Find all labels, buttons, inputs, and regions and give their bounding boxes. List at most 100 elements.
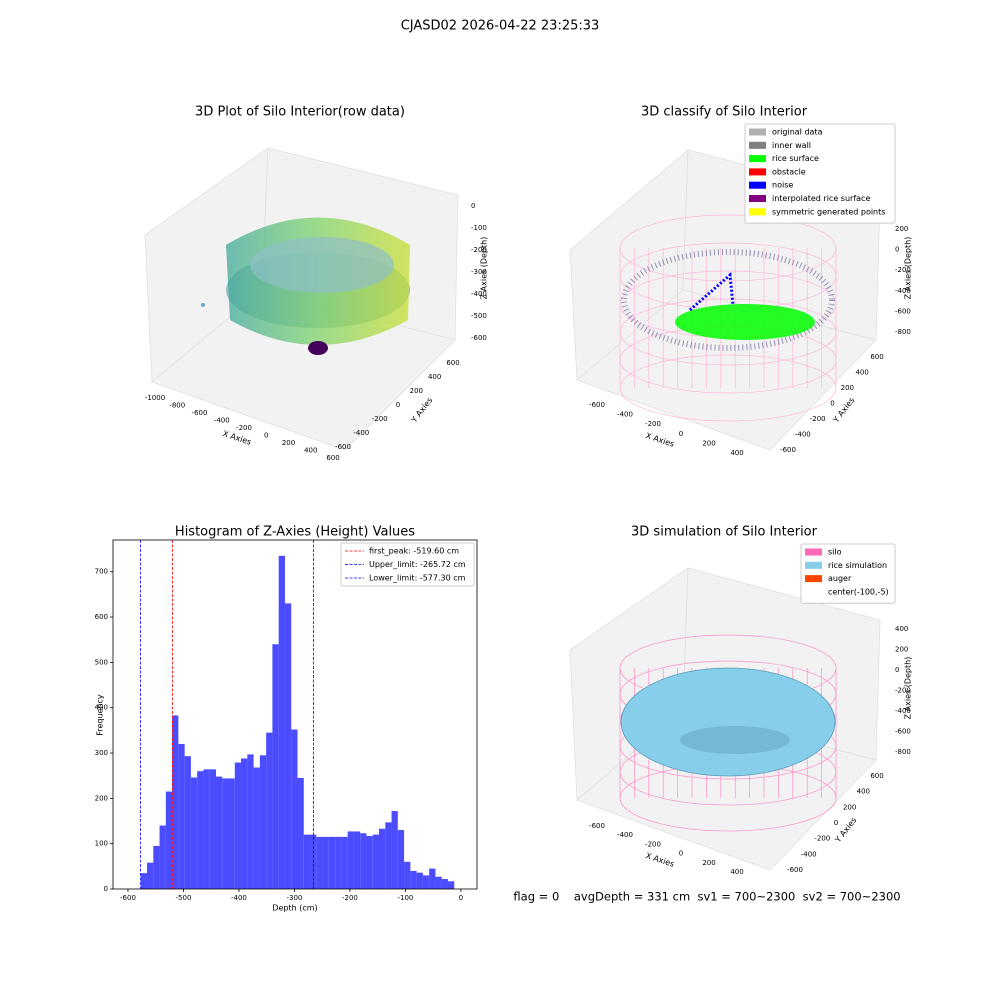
x-tick-label: -400 (617, 831, 633, 839)
x-tick-label: 400 (730, 868, 743, 876)
x-tick-label: -400 (617, 411, 633, 419)
x-tick-label: -200 (645, 840, 661, 848)
legend-label: rice simulation (828, 561, 887, 570)
bar (397, 830, 405, 889)
legend-label: rice surface (772, 154, 819, 163)
y-tick-label: 200 (95, 794, 108, 802)
bar (247, 754, 254, 889)
bar (297, 777, 304, 889)
z-tick-label: -500 (471, 312, 487, 320)
bar (241, 758, 248, 889)
x-tick-label: -400 (214, 417, 230, 425)
y-tick-label: -200 (810, 415, 826, 423)
legend-swatch (749, 181, 766, 189)
x-tick-label: -800 (169, 402, 185, 410)
z-tick-label: -200 (895, 687, 911, 695)
y-tick-label: 300 (95, 749, 108, 757)
y-tick-label: 200 (843, 803, 856, 811)
bar (422, 875, 430, 889)
y-tick-label: -400 (795, 431, 811, 439)
bar (366, 835, 373, 889)
rice-dip (680, 726, 790, 754)
cloud-inner (250, 237, 394, 293)
bar (385, 822, 392, 889)
bar (147, 862, 154, 889)
y-tick-label: 200 (410, 387, 423, 395)
y-tick-label: 700 (95, 568, 108, 576)
legend-label: interpolated rice surface (772, 194, 870, 203)
bar (165, 791, 173, 889)
legend-box (800, 543, 896, 604)
bar (284, 603, 292, 889)
y-tick-label: 400 (428, 373, 441, 381)
legend-swatch (805, 575, 822, 583)
bar (429, 868, 436, 889)
legend-swatch (749, 168, 766, 176)
y-tick-label: 200 (841, 384, 854, 392)
y-tick-label: 600 (870, 353, 883, 361)
x-tick-label: -1000 (145, 394, 165, 402)
legend-box (340, 542, 475, 587)
y-tick-label: -600 (787, 866, 803, 874)
y-tick-label: -400 (801, 850, 817, 858)
bar (209, 769, 216, 889)
bar (322, 836, 329, 889)
rice-points (675, 304, 815, 340)
bar (372, 834, 380, 889)
legend-label: center(-100,-5) (828, 587, 889, 596)
bar (278, 555, 285, 889)
bar (316, 836, 323, 889)
bar (215, 776, 223, 889)
bar (447, 881, 455, 889)
x-axis-label: X Axies (645, 431, 676, 449)
y-tick-label: -200 (372, 415, 388, 423)
y-tick-label: 600 (95, 613, 108, 621)
legend-swatch (749, 208, 766, 216)
bar (391, 811, 398, 889)
z-tick-label: 200 (895, 225, 908, 233)
bar (234, 762, 242, 889)
x-tick-label: 200 (702, 439, 715, 447)
z-tick-label: -400 (471, 290, 487, 298)
z-tick-label: 0 (895, 246, 899, 254)
bar (184, 756, 191, 889)
bar (379, 828, 386, 889)
bar (435, 876, 442, 889)
bar (410, 870, 417, 889)
x-tick-label: 0 (264, 432, 268, 440)
x-tick-label: 0 (679, 430, 683, 438)
z-tick-label: -200 (895, 266, 911, 274)
figure-title: CJASD02 2026-04-22 23:25:33 (401, 19, 600, 34)
bar (172, 715, 179, 889)
y-tick-label: 0 (830, 400, 834, 408)
legend-label: original data (772, 128, 823, 137)
x-tick-label: -500 (176, 894, 192, 902)
cloud-bottom-blob (308, 341, 328, 355)
x-tick-label: -300 (286, 894, 302, 902)
z-tick-label: 0 (471, 202, 475, 210)
z-tick-label: -600 (471, 334, 487, 342)
x-tick-label: -200 (645, 420, 661, 428)
bar (328, 836, 336, 889)
z-tick-label: 200 (895, 646, 908, 654)
legend-swatch (749, 155, 766, 163)
legend-swatch (749, 141, 766, 149)
outlier (201, 303, 205, 307)
legend-label: symmetric generated points (772, 207, 885, 216)
plot-frame (112, 539, 478, 890)
x-tick-label: -600 (120, 894, 136, 902)
y-tick-label: 500 (95, 658, 108, 666)
y-tick-label: -200 (814, 835, 830, 843)
legend-label: first_peak: -519.60 cm (369, 547, 459, 556)
z-tick-label: -800 (895, 748, 911, 756)
y-tick-label: 400 (95, 704, 108, 712)
y-tick-label: -600 (335, 443, 351, 451)
legend-label: inner wall (772, 141, 811, 150)
z-tick-label: -200 (471, 246, 487, 254)
y-tick-label: 0 (834, 819, 838, 827)
x-tick-label: 400 (730, 449, 743, 457)
noise-points (689, 271, 735, 312)
chart-title: 3D Plot of Silo Interior(row data) (195, 105, 405, 120)
z-axis-label: Z Axies (Depth) (904, 657, 913, 720)
